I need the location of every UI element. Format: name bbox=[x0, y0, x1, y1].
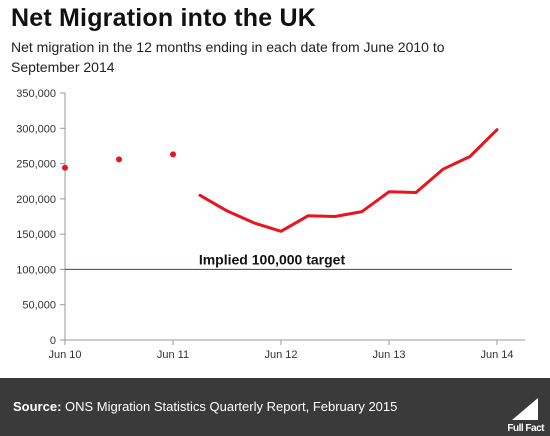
y-tick-label: 50,000 bbox=[22, 300, 56, 312]
data-point bbox=[170, 151, 176, 158]
y-tick-label: 150,000 bbox=[16, 229, 56, 241]
x-tick-label: Jun 11 bbox=[157, 349, 189, 361]
target-label: Implied 100,000 target bbox=[199, 251, 346, 267]
source-label: Source: bbox=[13, 399, 62, 414]
x-axis: Jun 10 Jun 11 Jun 12 Jun 13 Jun 14 bbox=[48, 339, 525, 361]
x-tick-label: Jun 10 bbox=[48, 349, 81, 361]
y-tick-label: 300,000 bbox=[16, 123, 56, 135]
y-axis: 0 50,000 100,000 150,000 200,000 250,000 300,0… bbox=[16, 88, 66, 347]
footer-bar: Source: ONS Migration Statistics Quarter… bbox=[0, 378, 550, 436]
series-layer bbox=[62, 128, 499, 233]
x-tick-label: Jun 12 bbox=[264, 349, 297, 361]
target-reference: Implied 100,000 target bbox=[65, 251, 512, 270]
logo-text: Full Fact bbox=[507, 423, 544, 434]
data-point bbox=[62, 164, 68, 171]
series-line bbox=[198, 128, 499, 233]
y-tick-label: 250,000 bbox=[16, 159, 56, 171]
chart-title: Net Migration into the UK bbox=[11, 4, 316, 32]
y-tick-label: 350,000 bbox=[16, 88, 56, 100]
y-tick-label: 200,000 bbox=[16, 194, 56, 206]
source-note: Source: ONS Migration Statistics Quarter… bbox=[13, 399, 397, 414]
x-tick-label: Jun 14 bbox=[480, 349, 513, 361]
source-text: ONS Migration Statistics Quarterly Repor… bbox=[61, 399, 398, 414]
y-tick-label: 100,000 bbox=[16, 264, 56, 276]
full-fact-logo-icon bbox=[512, 398, 538, 420]
y-tick-label: 0 bbox=[50, 335, 56, 347]
x-tick-label: Jun 13 bbox=[372, 349, 405, 361]
chart-subtitle: Net migration in the 12 months ending in… bbox=[11, 39, 445, 75]
net-migration-chart: 0 50,000 100,000 150,000 200,000 250,000 300,0… bbox=[16, 88, 525, 361]
data-point bbox=[116, 156, 122, 163]
